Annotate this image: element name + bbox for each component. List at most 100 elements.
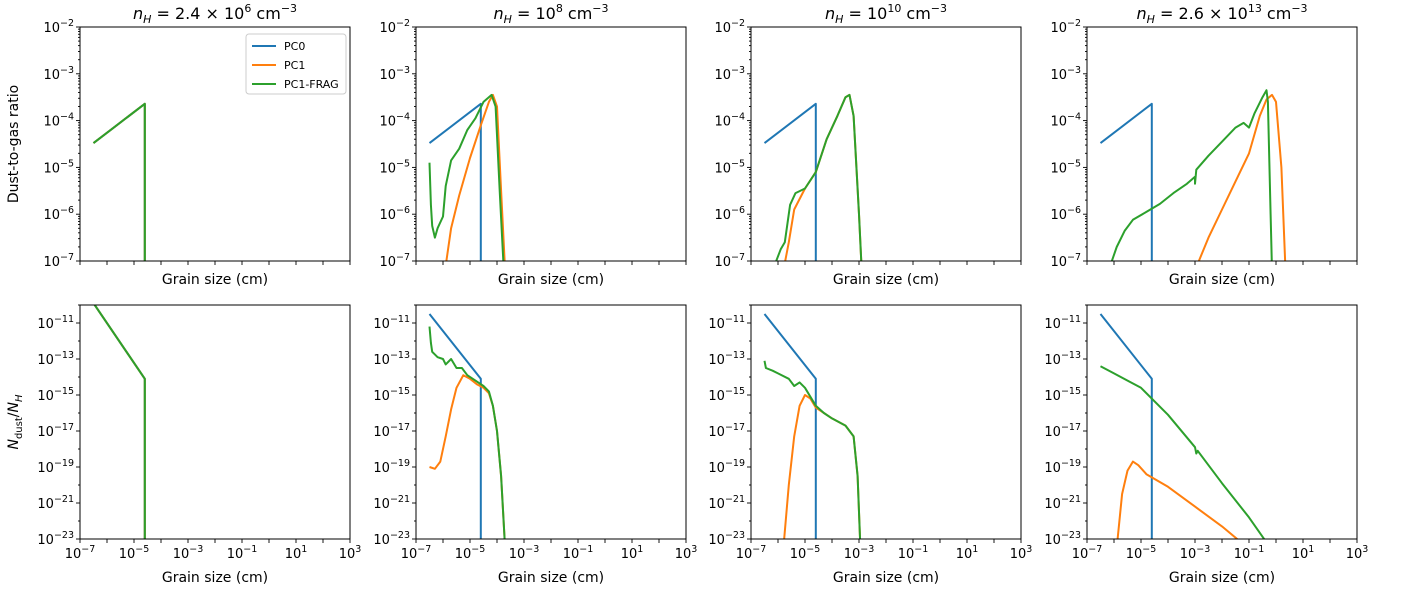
y-axis-label: Ndust/NH bbox=[6, 394, 25, 450]
y-tick-label: 10−11 bbox=[37, 314, 74, 332]
x-tick-label: 101 bbox=[621, 544, 644, 562]
x-tick-label: 10−1 bbox=[1234, 544, 1265, 562]
x-axis-label: Grain size (cm) bbox=[833, 272, 939, 288]
y-tick-label: 10−4 bbox=[1050, 112, 1081, 130]
series-line-pc1-frag bbox=[1100, 365, 1266, 539]
y-tick-label: 10−15 bbox=[708, 386, 745, 404]
panel-r0-c2: Grain size (cm) 10−7 10−6 10−5 10−4 10−3 10−2 n… bbox=[714, 2, 1022, 288]
y-tick-label: 10−6 bbox=[714, 205, 745, 223]
legend-entry-pc1: PC1 bbox=[284, 59, 305, 72]
series-line-pc1-frag bbox=[92, 102, 146, 261]
series-group bbox=[92, 102, 146, 261]
x-tick-label: 103 bbox=[339, 544, 362, 562]
x-tick-label: 10−7 bbox=[65, 544, 96, 562]
y-tick-label: 10−4 bbox=[714, 112, 745, 130]
series-line-pc0 bbox=[1099, 102, 1153, 261]
x-tick-label: 10−3 bbox=[509, 544, 540, 562]
y-tick-label: 10−17 bbox=[1044, 422, 1081, 440]
y-tick-label: 10−5 bbox=[714, 158, 745, 176]
series-line-pc1-frag bbox=[428, 326, 506, 539]
axes-frame bbox=[79, 304, 351, 540]
series-line-pc1-frag bbox=[428, 93, 505, 261]
series-line-pc1 bbox=[92, 102, 146, 261]
y-tick-label: 10−15 bbox=[37, 386, 74, 404]
panel-title: nH = 108 cm−3 bbox=[493, 2, 608, 26]
x-tick-label: 10−5 bbox=[119, 544, 150, 562]
series-line-pc0 bbox=[428, 102, 482, 261]
y-tick-label: 10−21 bbox=[708, 494, 745, 512]
x-tick-label: 10−7 bbox=[1072, 544, 1103, 562]
x-tick-label: 10−5 bbox=[790, 544, 821, 562]
series-line-pc1 bbox=[1197, 93, 1287, 261]
y-tick-label: 10−13 bbox=[37, 350, 74, 368]
y-tick-label: 10−3 bbox=[714, 65, 745, 83]
series-line-pc1-frag bbox=[1110, 89, 1273, 261]
panel-r0-c0: Grain size (cm) 10−7 10−6 10−5 10−4 10−3 10−2 D… bbox=[6, 2, 351, 288]
y-tick-label: 10−2 bbox=[43, 18, 74, 36]
x-tick-label: 10−1 bbox=[563, 544, 594, 562]
x-tick-label: 10−7 bbox=[401, 544, 432, 562]
y-tick-label: 10−13 bbox=[1044, 350, 1081, 368]
y-tick-label: 10−15 bbox=[1044, 386, 1081, 404]
series-group bbox=[93, 305, 146, 539]
x-tick-label: 101 bbox=[956, 544, 979, 562]
y-tick-label: 10−7 bbox=[379, 252, 410, 270]
y-tick-label: 10−15 bbox=[373, 386, 410, 404]
x-tick-label: 101 bbox=[285, 544, 308, 562]
series-group bbox=[428, 313, 506, 539]
y-tick-label: 10−19 bbox=[373, 458, 410, 476]
x-axis-label: Grain size (cm) bbox=[162, 272, 268, 288]
x-axis-label: Grain size (cm) bbox=[1169, 272, 1275, 288]
y-tick-label: 10−7 bbox=[1050, 252, 1081, 270]
panel-r1-c1: 10−7 10−5 10−3 10−1 101 103 Grain size (cm) 10−… bbox=[373, 304, 697, 586]
panel-r1-c3: 10−7 10−5 10−3 10−1 101 103 Grain size (cm) 10−… bbox=[1044, 304, 1368, 586]
axes-frame bbox=[750, 304, 1022, 540]
series-line-pc1 bbox=[1116, 460, 1239, 539]
x-axis-label: Grain size (cm) bbox=[1169, 570, 1275, 586]
x-tick-label: 10−5 bbox=[455, 544, 486, 562]
y-tick-label: 10−17 bbox=[37, 422, 74, 440]
y-tick-label: 10−5 bbox=[379, 158, 410, 176]
y-tick-label: 10−2 bbox=[1050, 18, 1081, 36]
panel-title: nH = 2.4 × 106 cm−3 bbox=[133, 2, 297, 26]
y-tick-label: 10−17 bbox=[708, 422, 745, 440]
panel-r0-c3: Grain size (cm) 10−7 10−6 10−5 10−4 10−3 10−2 n… bbox=[1050, 2, 1358, 288]
series-line-pc1 bbox=[784, 93, 863, 261]
x-axis-label: Grain size (cm) bbox=[162, 570, 268, 586]
x-tick-label: 10−7 bbox=[736, 544, 767, 562]
y-tick-label: 10−3 bbox=[379, 65, 410, 83]
series-group bbox=[1099, 313, 1266, 539]
legend-entry-pc1-frag: PC1-FRAG bbox=[284, 78, 339, 91]
axes-frame bbox=[1086, 304, 1358, 540]
axes-frame bbox=[415, 26, 687, 262]
series-line-pc1 bbox=[783, 394, 862, 539]
y-tick-label: 10−11 bbox=[1044, 314, 1081, 332]
panel-title: nH = 1010 cm−3 bbox=[825, 2, 947, 26]
series-line-pc0 bbox=[1099, 313, 1153, 539]
y-tick-label: 10−21 bbox=[373, 494, 410, 512]
x-axis-label: Grain size (cm) bbox=[498, 570, 604, 586]
series-group bbox=[1099, 89, 1287, 261]
series-line-pc0 bbox=[763, 313, 817, 539]
series-line-pc1 bbox=[429, 374, 506, 539]
y-tick-label: 10−23 bbox=[708, 530, 745, 548]
y-tick-label: 10−6 bbox=[43, 205, 74, 223]
y-tick-label: 10−11 bbox=[708, 314, 745, 332]
series-group bbox=[428, 93, 506, 261]
x-tick-label: 101 bbox=[1292, 544, 1315, 562]
y-tick-label: 10−4 bbox=[379, 112, 410, 130]
y-tick-label: 10−7 bbox=[714, 252, 745, 270]
series-line-pc0 bbox=[763, 102, 817, 261]
y-tick-label: 10−3 bbox=[43, 65, 74, 83]
y-tick-label: 10−4 bbox=[43, 112, 74, 130]
y-tick-label: 10−19 bbox=[1044, 458, 1081, 476]
legend-entry-pc0: PC0 bbox=[284, 40, 305, 53]
panel-r0-c1: Grain size (cm) 10−7 10−6 10−5 10−4 10−3 10−2 n… bbox=[379, 2, 687, 288]
series-line-pc1 bbox=[445, 93, 506, 261]
y-tick-label: 10−5 bbox=[1050, 158, 1081, 176]
panel-title: nH = 2.6 × 1013 cm−3 bbox=[1136, 2, 1307, 26]
y-tick-label: 10−6 bbox=[379, 205, 410, 223]
y-tick-label: 10−11 bbox=[373, 314, 410, 332]
y-tick-label: 10−7 bbox=[43, 252, 74, 270]
x-tick-label: 10−3 bbox=[844, 544, 875, 562]
